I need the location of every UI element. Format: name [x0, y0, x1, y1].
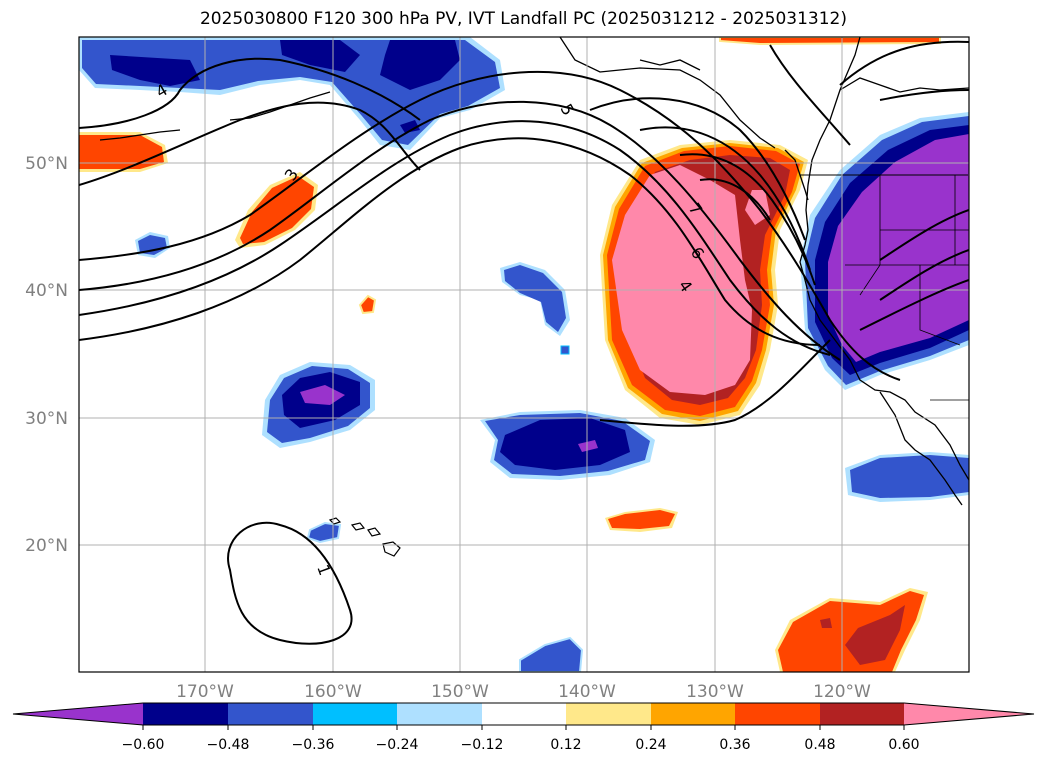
map-frame — [78, 36, 970, 673]
colorbar-ticks — [142, 725, 905, 730]
negative-pv-area-small-south — [306, 521, 342, 544]
lon-label-130w: 130°W — [686, 682, 744, 702]
gridlines — [79, 37, 969, 672]
negative-pv-area-southeast — [480, 410, 655, 480]
negative-pv-area-north — [79, 37, 505, 150]
colorbar-swatch — [651, 703, 735, 725]
lon-label-150w: 150°W — [431, 682, 489, 702]
state-borders — [845, 175, 969, 401]
negative-pv-area-mexico — [845, 452, 969, 502]
lon-label-160w: 160°W — [304, 682, 362, 702]
positive-pv-area-top — [719, 37, 941, 46]
lon-label-140w: 140°W — [558, 682, 616, 702]
colorbar-swatch — [820, 703, 904, 725]
latitude-labels: 50°N 40°N 30°N 20°N — [25, 154, 68, 556]
colorbar-tick-label: −0.48 — [207, 737, 250, 753]
colorbar-tick-label: −0.12 — [461, 737, 504, 753]
colorbar-tick-label: −0.60 — [122, 737, 165, 753]
positive-pv-area-northwest — [79, 132, 168, 172]
colorbar-tick-label: 0.60 — [888, 737, 919, 753]
colorbar-swatch — [482, 703, 566, 725]
longitude-labels: 170°W 160°W 150°W 140°W 130°W 120°W — [176, 682, 871, 702]
lon-label-120w: 120°W — [813, 682, 871, 702]
colorbar-extend-high — [904, 703, 1034, 725]
colorbar-tick-label: −0.36 — [292, 737, 335, 753]
colorbar-swatch — [143, 703, 228, 725]
lat-label-20n: 20°N — [25, 536, 68, 556]
colorbar-swatch — [735, 703, 820, 725]
colorbar-tick-label: 0.12 — [550, 737, 581, 753]
map-content: 1 3 4 4 5 6 7 — [79, 37, 969, 672]
positive-pv-area-main — [600, 140, 808, 425]
colorbar-swatch — [228, 703, 313, 725]
lat-label-30n: 30°N — [25, 409, 68, 429]
map-title: 2025030800 F120 300 hPa PV, IVT Landfall… — [199, 9, 847, 29]
colorbar-tick-label: 0.48 — [804, 737, 835, 753]
lon-label-170w: 170°W — [176, 682, 234, 702]
negative-pv-area-central — [500, 262, 570, 355]
colorbar-tick-label: 0.36 — [719, 737, 750, 753]
colorbar: −0.60 −0.48 −0.36 −0.24 −0.12 0.12 0.24 … — [12, 702, 1035, 753]
ivt-contours — [79, 40, 969, 645]
coastlines — [99, 37, 969, 506]
lat-label-50n: 50°N — [25, 154, 68, 174]
lat-label-40n: 40°N — [25, 281, 68, 301]
colorbar-tick-label: 0.24 — [635, 737, 666, 753]
positive-pv-area-southeast — [775, 588, 928, 672]
colorbar-extend-low — [13, 703, 143, 725]
colorbar-swatch — [313, 703, 397, 725]
colorbar-swatch — [566, 703, 651, 725]
colorbar-tick-label: −0.24 — [376, 737, 419, 753]
negative-pv-area-hawaii-north — [262, 362, 375, 448]
colorbar-swatch — [397, 703, 482, 725]
negative-pv-area-bottom — [519, 636, 584, 672]
